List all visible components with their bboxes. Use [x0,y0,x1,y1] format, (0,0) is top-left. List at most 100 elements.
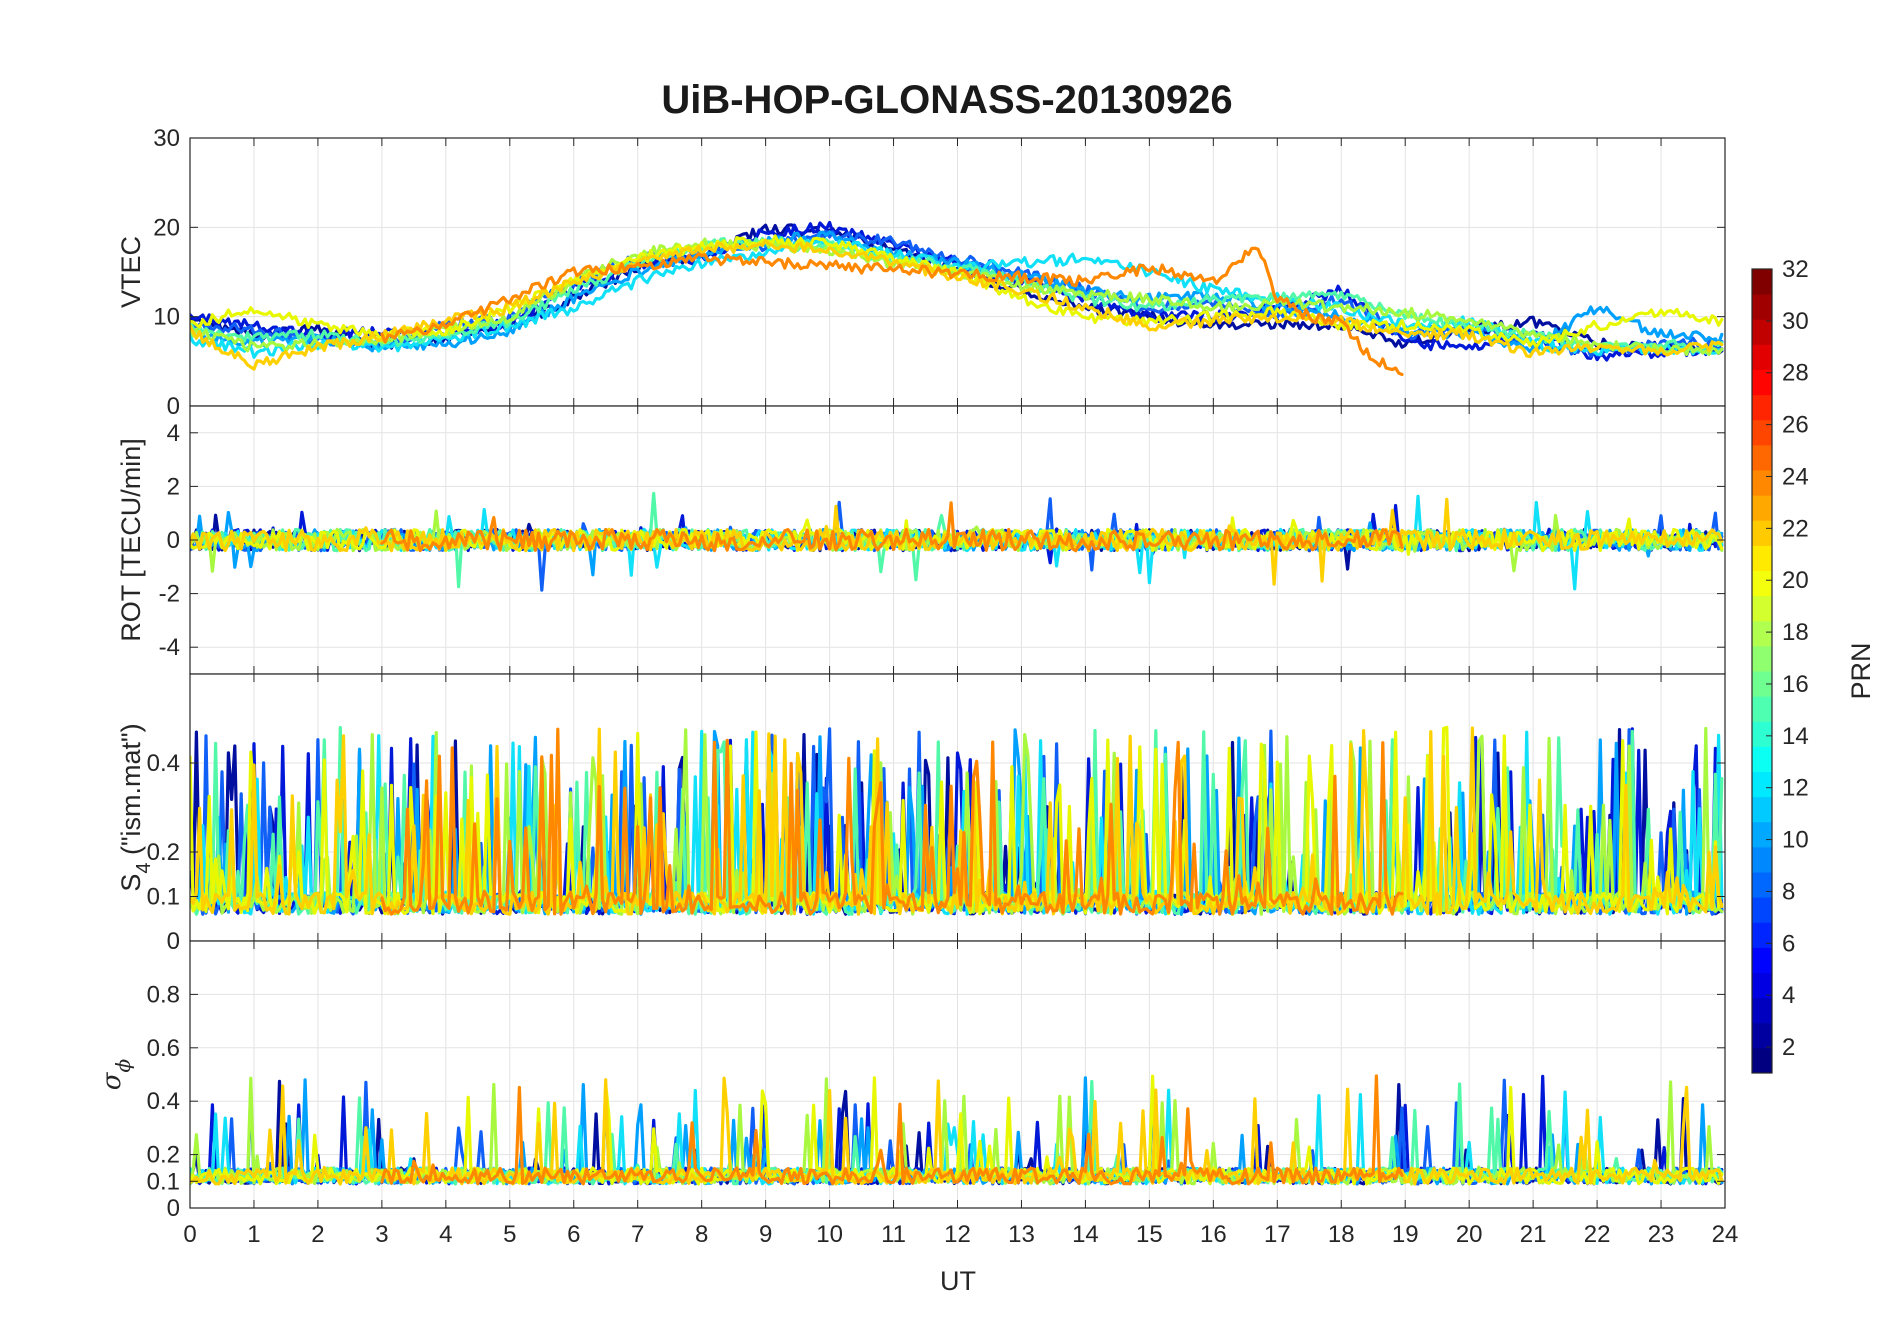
chart-title: UiB-HOP-GLONASS-20130926 [661,78,1232,122]
y-tick-label: 0 [167,928,180,955]
colorbar-swatch [1752,746,1772,772]
colorbar-swatch [1752,319,1772,345]
x-tick-label: 3 [375,1221,388,1248]
x-tick-label: 13 [1008,1221,1035,1248]
colorbar-swatch [1752,696,1772,722]
colorbar-swatch [1752,545,1772,571]
x-tick-label: 14 [1072,1221,1099,1248]
traces-sigma [190,1074,1724,1186]
trace-prn-23 [380,246,1404,377]
colorbar-swatch [1752,771,1772,798]
y-label-main: S [116,874,146,892]
colorbar-tick-label: 14 [1782,723,1809,750]
y-tick-label: 2 [167,473,180,500]
colorbar-tick-label: 16 [1782,671,1809,698]
colorbar-tick-label: 18 [1782,619,1809,646]
x-tick-label: 8 [695,1221,708,1248]
x-tick-label: 11 [881,1221,906,1248]
x-tick-label: 19 [1392,1221,1419,1248]
colorbar-frame [1751,268,1773,1074]
trace-prn-21 [190,238,1724,371]
colorbar-swatch [1752,570,1772,597]
traces-rot [190,491,1724,592]
y-tick-label: 0.4 [147,1088,180,1115]
y-tick-label: 0 [167,1195,180,1222]
y-tick-label: 0.2 [147,839,180,866]
y-tick-label: 0.4 [147,750,180,777]
x-tick-label: 17 [1264,1221,1291,1248]
traces-vtec [190,220,1724,377]
x-axis-label: UT [940,1266,976,1296]
y-tick-label: 30 [153,125,180,152]
y-tick-label: 20 [153,214,180,241]
colorbar-swatch [1752,269,1772,295]
y-tick-label: 4 [167,420,180,447]
y-label-tail: ("ism.mat") [116,723,146,862]
x-tick-label: 12 [944,1221,971,1248]
y-tick-label: 0 [167,393,180,420]
colorbar-tick-label: 32 [1782,256,1809,283]
colorbar-swatch [1752,897,1772,923]
trace-prn-21 [190,726,1724,916]
panel-vtec: 0 10 20 30 VTEC [116,125,1726,420]
trace-prn-23 [380,1074,1404,1186]
x-tick-label: 22 [1584,1221,1611,1248]
x-tick-label: 10 [816,1221,843,1248]
y-label-sub: 4 [133,863,155,874]
trace-prn-19 [190,234,1724,349]
colorbar-swatch [1752,620,1772,647]
colorbar-swatch [1752,972,1772,999]
y-axis-label-sigma: σϕ [97,1058,135,1090]
colorbar-swatch [1752,922,1772,948]
colorbar-swatch [1752,419,1772,446]
colorbar-swatch [1752,294,1772,320]
colorbar-swatch [1752,369,1772,396]
trace-prn-23 [380,501,1404,553]
colorbar-tick-label: 20 [1782,567,1809,594]
colorbar-tick-label: 12 [1782,775,1809,802]
colorbar-tick-label: 10 [1782,827,1809,854]
x-tick-label: 5 [503,1221,516,1248]
colorbar-tick-label: 22 [1782,515,1809,542]
trace-prn-19 [190,1074,1724,1186]
colorbar-swatch [1752,671,1772,697]
y-tick-label: -2 [159,581,180,608]
colorbar-swatch [1752,520,1772,546]
y-tick-label: 10 [153,304,180,331]
panel-s4: 00.10.20.4S4 ("ism.mat") [116,673,1726,955]
y-axis-label-vtec: VTEC [116,236,146,308]
colorbar-swatch [1752,947,1772,973]
x-tick-label: 23 [1648,1221,1675,1248]
colorbar-swatch [1752,470,1772,496]
y-tick-label: 0 [167,527,180,554]
colorbar-tick-label: 2 [1782,1034,1795,1061]
x-tick-label: 15 [1136,1221,1163,1248]
colorbar-swatch [1752,394,1772,421]
y-tick-label: 0.1 [147,1168,180,1195]
x-tick-label: 1 [247,1221,260,1248]
colorbar-swatch [1752,872,1772,898]
x-tick-label: 0 [183,1221,196,1248]
colorbar-swatch [1752,495,1772,521]
colorbar-swatch [1752,1022,1772,1049]
panel-rot: -4 -2 0 2 4 ROT [TECU/min] [116,405,1726,675]
colorbar-swatch [1752,645,1772,672]
colorbar-swatch [1752,821,1772,848]
x-tick-label: 18 [1328,1221,1355,1248]
colorbar-swatch [1752,1047,1772,1074]
y-axis-label-s4: S4 ("ism.mat") [116,723,155,891]
y-tick-label: 0.1 [147,884,180,911]
colorbar-label: PRN [1846,642,1876,699]
x-tick-label: 21 [1520,1221,1547,1248]
x-tick-label: 24 [1712,1221,1739,1248]
x-tick-label: 6 [567,1221,580,1248]
y-tick-label: 0.6 [147,1035,180,1062]
x-tick-label: 4 [439,1221,452,1248]
x-tick-label: 16 [1200,1221,1227,1248]
colorbar-swatch [1752,846,1772,873]
y-tick-label: -4 [159,634,180,661]
colorbar-swatch [1752,444,1772,471]
